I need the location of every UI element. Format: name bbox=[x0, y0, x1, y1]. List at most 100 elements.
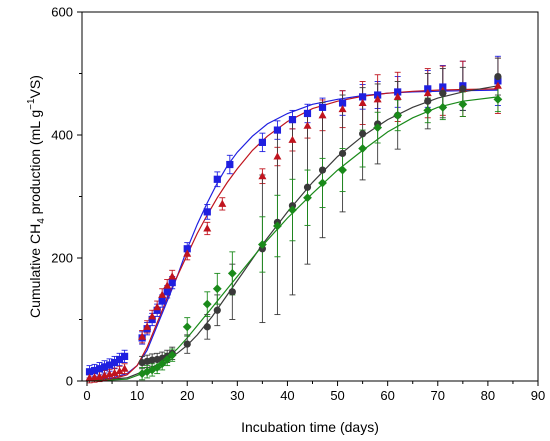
data-point-circle bbox=[203, 323, 211, 331]
data-point-diamond bbox=[303, 193, 312, 203]
data-point-diamond bbox=[338, 165, 347, 175]
data-point-triangle bbox=[373, 95, 382, 103]
data-point-square bbox=[203, 208, 211, 216]
data-point-triangle bbox=[203, 224, 212, 232]
data-point-triangle bbox=[303, 121, 312, 129]
data-point-square bbox=[183, 245, 191, 253]
x-tick-label: 50 bbox=[330, 388, 344, 403]
data-point-circle bbox=[359, 130, 367, 138]
data-point-diamond bbox=[162, 355, 172, 364]
data-point-diamond bbox=[438, 102, 448, 112]
data-point-diamond bbox=[288, 205, 297, 215]
data-point-triangle bbox=[183, 249, 192, 257]
y-tick-label: 400 bbox=[51, 128, 73, 143]
data-point-diamond bbox=[182, 322, 192, 332]
data-point-square bbox=[226, 160, 234, 169]
y-axis-label: Cumulative CH4 production (mL g−1VS) bbox=[26, 75, 47, 318]
data-point-diamond bbox=[393, 110, 403, 120]
data-point-triangle bbox=[168, 272, 177, 280]
data-point-square bbox=[105, 361, 114, 369]
data-point-triangle bbox=[158, 290, 167, 298]
data-point-triangle bbox=[138, 332, 147, 340]
data-point-circle bbox=[303, 183, 312, 191]
data-markers bbox=[85, 72, 503, 381]
data-point-square bbox=[148, 315, 156, 324]
fit-curve-triangle bbox=[86, 88, 498, 382]
data-point-square bbox=[158, 297, 166, 305]
data-point-square bbox=[153, 306, 161, 314]
data-point-square bbox=[85, 368, 94, 376]
x-tick-label: 0 bbox=[83, 388, 90, 403]
data-point-triangle bbox=[423, 88, 432, 97]
data-point-triangle bbox=[143, 322, 152, 330]
y-tick-label: 0 bbox=[66, 374, 73, 389]
data-point-triangle bbox=[120, 364, 129, 372]
data-point-triangle bbox=[258, 172, 267, 180]
data-point-circle bbox=[318, 166, 327, 174]
data-point-triangle bbox=[163, 281, 172, 289]
data-point-diamond bbox=[423, 106, 433, 115]
data-point-circle bbox=[183, 340, 191, 348]
data-point-circle bbox=[494, 72, 502, 81]
x-tick-label: 10 bbox=[130, 388, 144, 403]
data-point-diamond bbox=[212, 284, 222, 294]
y-axis-label-superscript: −1 bbox=[26, 98, 37, 110]
data-point-square bbox=[95, 365, 104, 373]
data-point-diamond bbox=[202, 299, 212, 309]
error-bars bbox=[86, 55, 501, 384]
data-point-square bbox=[303, 109, 312, 118]
data-point-diamond bbox=[318, 178, 327, 188]
data-point-triangle bbox=[288, 135, 297, 143]
y-tick-label: 600 bbox=[51, 5, 73, 20]
data-point-diamond bbox=[458, 99, 468, 109]
data-point-square bbox=[424, 85, 432, 93]
x-tick-label: 90 bbox=[531, 388, 545, 403]
x-tick-label: 80 bbox=[481, 388, 495, 403]
x-tick-label: 70 bbox=[431, 388, 445, 403]
x-axis-label: Incubation time (days) bbox=[241, 419, 379, 435]
x-tick-label: 40 bbox=[280, 388, 294, 403]
data-point-triangle bbox=[115, 366, 124, 375]
data-point-square bbox=[258, 138, 266, 146]
data-point-square bbox=[273, 126, 282, 134]
y-axis-label-part-1: Cumulative CH bbox=[27, 224, 43, 318]
data-point-square bbox=[110, 358, 119, 367]
x-tick-label: 20 bbox=[180, 388, 194, 403]
axes: 0 10 20 30 40 50 60 70 80 90 0 200 400 600 bbox=[51, 5, 545, 404]
data-point-diamond bbox=[373, 123, 383, 133]
data-point-diamond bbox=[493, 94, 503, 104]
data-point-square bbox=[494, 77, 502, 85]
data-point-square bbox=[120, 352, 129, 360]
data-point-diamond bbox=[147, 365, 157, 375]
data-point-triangle bbox=[218, 199, 227, 207]
data-point-diamond bbox=[257, 240, 267, 249]
data-point-square bbox=[213, 175, 221, 183]
data-point-diamond bbox=[157, 359, 167, 369]
y-axis-label-part-3: VS) bbox=[27, 75, 43, 98]
data-point-square bbox=[115, 355, 124, 364]
data-point-triangle bbox=[110, 368, 119, 377]
x-tick-label: 30 bbox=[230, 388, 244, 403]
data-point-square bbox=[168, 279, 176, 287]
data-point-circle bbox=[459, 85, 467, 93]
data-point-triangle bbox=[318, 111, 327, 119]
data-point-circle bbox=[439, 89, 447, 97]
y-tick-label: 200 bbox=[51, 251, 73, 266]
data-point-diamond bbox=[273, 221, 282, 231]
data-point-triangle bbox=[273, 152, 282, 160]
data-point-square bbox=[100, 363, 109, 371]
data-point-square bbox=[374, 91, 382, 99]
data-point-square bbox=[288, 116, 297, 124]
data-point-triangle bbox=[393, 92, 402, 100]
data-point-triangle bbox=[358, 98, 367, 107]
data-point-square bbox=[338, 99, 347, 107]
data-point-triangle bbox=[153, 303, 162, 311]
data-point-circle bbox=[338, 149, 347, 158]
data-point-diamond bbox=[227, 268, 237, 278]
data-point-diamond bbox=[137, 369, 147, 379]
data-point-diamond bbox=[358, 144, 368, 153]
data-point-square bbox=[359, 93, 367, 101]
data-point-diamond bbox=[167, 350, 177, 360]
